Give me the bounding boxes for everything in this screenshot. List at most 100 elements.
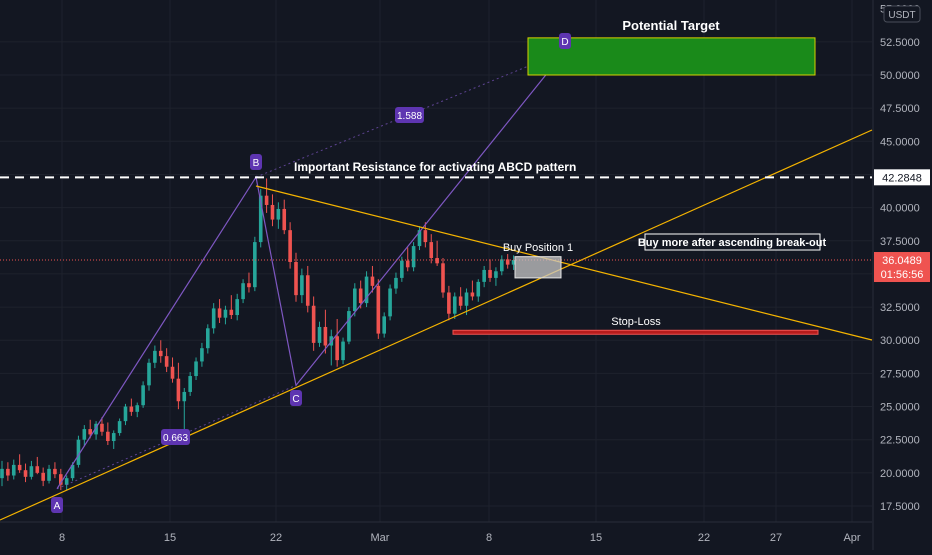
candle-body-37 [217,308,222,318]
countdown-value: 01:56:56 [881,269,924,281]
price-tick-6: 32.5000 [880,302,920,314]
time-tick-3: Mar [371,532,390,544]
currency-badge[interactable]: USDT [883,5,921,23]
point-label-c: C [292,394,299,405]
candle-body-75 [441,263,445,293]
price-tick-8: 37.5000 [880,236,920,248]
time-tick-2: 22 [270,532,282,544]
candle-body-27 [158,350,163,357]
point-badge-d: D [559,33,571,49]
candle-body-19 [111,433,116,442]
candle-body-15 [88,429,92,435]
candle-body-16 [94,423,98,435]
point-badge-a: A [51,497,63,513]
candle-body-20 [117,421,122,434]
candle-body-36 [211,308,216,329]
candle-body-28 [164,356,169,367]
candle-body-57 [335,336,339,361]
candle-body-74 [435,258,439,264]
candle-body-4 [23,470,28,477]
candle-body-58 [341,341,345,361]
candle-body-34 [200,348,204,362]
ratio-badge-0663: 0.663 [161,429,190,445]
ascending-trendline [0,129,873,521]
candle-body-79 [464,292,469,306]
candle-body-42 [247,283,251,288]
candle-body-61 [358,288,363,304]
price-tick-0: 17.5000 [880,501,920,513]
candle-body-29 [170,366,175,379]
candle-body-33 [194,361,198,377]
candle-body-47 [276,208,281,220]
candle-body-53 [311,305,316,343]
candle-body-22 [129,406,134,412]
candle-body-86 [505,259,510,265]
abcd-path [56,50,566,490]
candle-body-55 [323,326,328,346]
candle-body-44 [258,195,263,243]
candle-body-62 [364,276,369,304]
time-tick-8: Apr [843,532,860,544]
candle-body-46 [270,204,275,220]
price-tick-14: 52.5000 [880,37,920,49]
candle-body-43 [253,242,257,288]
candle-body-26 [153,350,157,363]
candle-body-7 [41,472,45,481]
resistance-price-value: 42.2848 [882,172,922,184]
candle-body-65 [382,316,386,334]
candle-body-71 [417,230,422,247]
trendlines [0,129,873,521]
candle-body-51 [300,275,304,296]
candle-body-31 [182,391,187,402]
candle-body-69 [405,260,410,268]
candle-body-54 [317,326,322,343]
time-tick-4: 8 [486,532,492,544]
candle-body-39 [229,309,234,316]
price-tick-2: 22.5000 [880,435,920,447]
time-tick-6: 22 [698,532,710,544]
point-badge-bg-d [559,33,571,49]
time-axis[interactable]: 8 15 22 Mar 8 15 22 27 Apr [0,521,872,544]
candle-body-13 [76,439,81,465]
candle-body-68 [400,260,404,278]
time-tick-1: 15 [164,532,176,544]
point-badge-bg-c [290,390,302,406]
candle-body-64 [376,285,381,334]
buy-position-label: Buy Position 1 [503,242,573,254]
candle-body-2 [11,464,16,476]
candle-body-87 [511,259,516,265]
candle-body-67 [394,277,398,289]
price-tick-3: 25.0000 [880,402,920,414]
candle-body-24 [141,385,145,406]
currency-label: USDT [888,10,915,21]
buy-more-box [644,233,821,251]
candle-body-52 [305,275,310,306]
candles [0,178,516,491]
candle-body-59 [347,311,351,342]
candle-body-3 [17,464,22,471]
target-zone [527,37,816,76]
current-price-value: 36.0489 [882,255,922,267]
candle-body-73 [429,242,434,259]
candle-body-45 [264,195,269,205]
price-axis[interactable]: 17.5000 20.0000 22.5000 25.0000 27.5000 30.00… [872,0,920,550]
time-tick-7: 27 [770,532,782,544]
candle-body-85 [500,259,504,272]
candle-body-6 [35,466,40,473]
candle-body-1 [6,468,10,476]
candle-body-35 [206,328,210,349]
candle-body-78 [458,296,463,306]
point-label-a: A [54,501,61,512]
candle-body-23 [135,405,140,412]
point-badge-bg-a [51,497,63,513]
point-badge-c: C [290,390,302,406]
candle-body-17 [100,423,104,432]
candle-body-82 [482,269,486,282]
candle-body-63 [370,276,375,286]
point-label-b: B [253,158,260,169]
candle-body-80 [470,292,475,297]
ratio-label-0663: 0.663 [163,433,188,444]
potential-target-label: Potential Target [622,18,720,33]
